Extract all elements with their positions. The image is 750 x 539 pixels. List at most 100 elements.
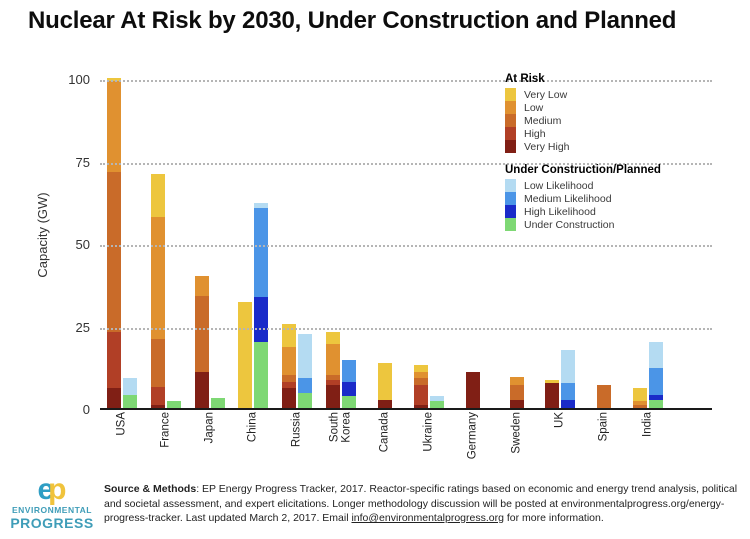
bar-segment-high-likelihood [254, 297, 269, 342]
bar-segment-low [633, 401, 648, 405]
bar-group [538, 80, 582, 408]
footer: ep ENVIRONMENTAL PROGRESS Source & Metho… [8, 474, 746, 532]
bar-group [495, 80, 539, 408]
y-axis-label: Capacity (GW) [35, 192, 50, 278]
bar-segment-low [282, 346, 297, 376]
legend: At Risk Very Low Low Medium High Very High U… [505, 70, 665, 231]
bar-segment-under-construction [342, 396, 357, 408]
legend-label: Medium [524, 114, 562, 127]
bar-segment-very-high [326, 384, 341, 408]
at-risk-bar [597, 384, 612, 408]
at-risk-bar [377, 363, 392, 408]
source-line3: progress-tracker. Last updated March 2, … [104, 512, 604, 524]
gridline [100, 245, 712, 247]
bar-segment-very-high [150, 404, 165, 408]
planned-bar [429, 396, 444, 408]
bar-segment-medium-likelihood [298, 378, 313, 394]
bar-segment-medium [597, 384, 612, 408]
bar-segment-very-high [509, 399, 524, 408]
bar-group [407, 80, 451, 408]
legend-item: Under Construction [505, 218, 665, 231]
bar-segment-very-low [413, 365, 428, 372]
at-risk-bar [545, 379, 560, 408]
bar-segment-low [106, 81, 121, 173]
legend-swatch [505, 88, 516, 101]
planned-bar [342, 360, 357, 408]
legend-title-planned: Under Construction/Planned [505, 164, 661, 176]
bar-segment-medium [326, 375, 341, 380]
at-risk-bar [282, 323, 297, 408]
legend-label: Very Low [524, 88, 568, 101]
bar-group [626, 80, 670, 408]
at-risk-bar [238, 302, 253, 408]
legend-item: Medium [505, 114, 665, 127]
legend-swatch [505, 218, 516, 231]
bar-segment-high-likelihood [649, 394, 664, 400]
logo-line2: PROGRESS [10, 515, 94, 531]
bar-segment-very-low [282, 323, 297, 347]
at-risk-bar [194, 276, 209, 408]
planned-bar [298, 333, 313, 408]
planned-bar [254, 203, 269, 408]
bar-segment-medium [150, 338, 165, 387]
bar-segment-low-likelihood [122, 378, 137, 395]
y-tick-label: 75 [75, 154, 90, 170]
legend-title-at-risk: At Risk [505, 73, 545, 85]
bar-segment-high-likelihood [342, 381, 357, 397]
at-risk-bar [633, 388, 648, 408]
environmental-progress-logo: ep ENVIRONMENTAL PROGRESS [8, 474, 96, 532]
bar-group [275, 80, 319, 408]
legend-label: Under Construction [524, 218, 615, 231]
bar-segment-low [509, 376, 524, 385]
legend-item: Medium Likelihood [505, 192, 665, 205]
legend-items-at-risk: Very Low Low Medium High Very High [505, 88, 665, 153]
bar-segment-medium [106, 172, 121, 333]
legend-item: High [505, 127, 665, 140]
bar-group [144, 80, 188, 408]
bar-group [363, 80, 407, 408]
gridline [100, 327, 712, 330]
at-risk-bar [465, 371, 480, 408]
bar-segment-high [106, 332, 121, 389]
email-link[interactable]: info@environmentalprogress.org [351, 512, 504, 524]
bar-segment-medium [633, 404, 648, 408]
planned-bar [561, 350, 576, 408]
planned-bar [122, 378, 137, 408]
bar-segment-low-likelihood [561, 350, 576, 384]
at-risk-bar [509, 376, 524, 408]
at-risk-bar [326, 332, 341, 408]
y-tick-label: 0 [82, 402, 90, 417]
bar-segment-medium [509, 384, 524, 400]
bar-segment-under-construction [649, 399, 664, 408]
bar-group [582, 80, 626, 408]
bar-segment-very-high [282, 388, 297, 408]
legend-swatch [505, 179, 516, 192]
legend-label: High Likelihood [524, 205, 596, 218]
bar-segment-very-low [326, 332, 341, 344]
bar-segment-medium-likelihood [649, 368, 664, 395]
bar-group [451, 80, 495, 408]
legend-swatch [505, 205, 516, 218]
bar-segment-medium [194, 295, 209, 372]
bar-segment-high [326, 379, 341, 385]
bar-segment-medium-likelihood [254, 208, 269, 298]
bar-segment-medium [282, 375, 297, 382]
bar-segment-medium [413, 378, 428, 385]
bar-segment-very-high [545, 383, 560, 408]
bar-segment-under-construction [166, 401, 181, 408]
bar-segment-medium-likelihood [342, 360, 357, 382]
at-risk-bar [413, 365, 428, 408]
bar-segment-very-high [106, 388, 121, 408]
legend-swatch [505, 192, 516, 205]
bar-segment-under-construction [429, 401, 444, 408]
bar-segment-very-low [545, 379, 560, 384]
bar-segment-low-likelihood [298, 333, 313, 379]
legend-item: Very Low [505, 88, 665, 101]
planned-bar [649, 342, 664, 408]
legend-items-planned: Low Likelihood Medium Likelihood High Like… [505, 179, 665, 231]
bar-group [319, 80, 363, 408]
bar-segment-under-construction [298, 393, 313, 408]
bar-segment-medium-likelihood [561, 383, 576, 400]
legend-item: Low [505, 101, 665, 114]
